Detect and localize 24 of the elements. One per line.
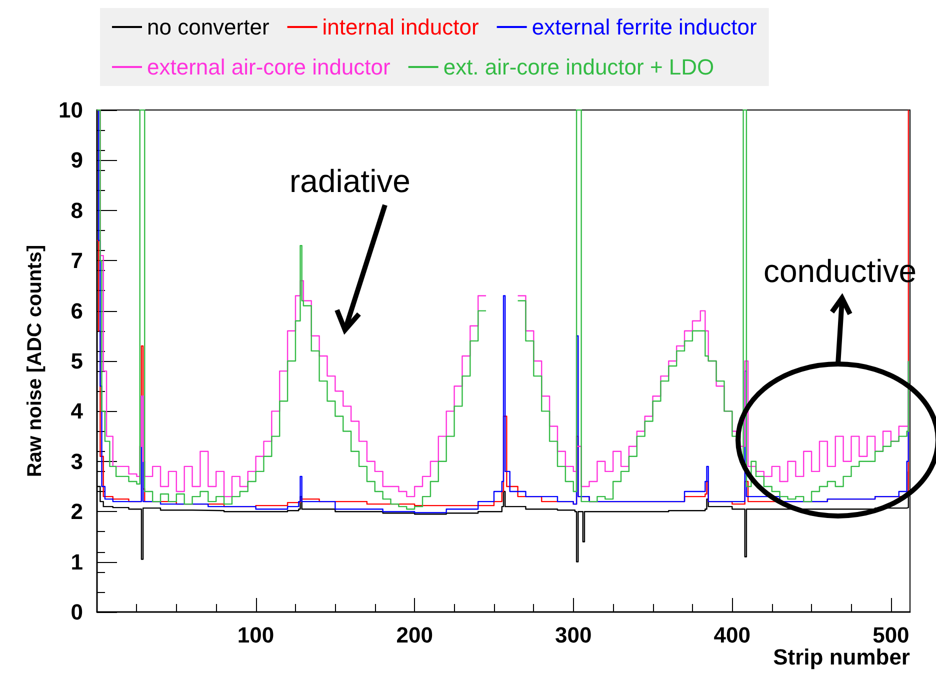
legend-label: external air-core inductor xyxy=(147,54,390,80)
y-tick-label: 3 xyxy=(70,448,83,474)
x-tick-label: 100 xyxy=(237,622,274,648)
x-tick-label: 500 xyxy=(872,622,910,648)
x-tick-label: 400 xyxy=(714,622,751,648)
y-tick-label: 8 xyxy=(70,198,83,223)
annotation: radiative xyxy=(290,163,410,199)
y-tick-label: 9 xyxy=(70,148,83,173)
y-tick-label: 1 xyxy=(70,549,83,574)
y-tick-label: 6 xyxy=(70,298,83,324)
y-tick-label: 2 xyxy=(70,499,83,524)
x-axis-title: Strip number xyxy=(773,644,910,670)
x-tick-label: 200 xyxy=(396,622,433,648)
legend-label: ext. air-core inductor + LDO xyxy=(443,54,714,80)
y-tick-label: 7 xyxy=(70,248,83,274)
y-tick-label: 10 xyxy=(58,98,83,122)
y-tick-label: 4 xyxy=(70,398,84,424)
y-axis-title: Raw noise [ADC counts] xyxy=(24,244,46,478)
legend-label: external ferrite inductor xyxy=(532,14,757,40)
legend-label: internal inductor xyxy=(322,14,479,40)
y-tick-label: 5 xyxy=(70,348,83,374)
legend-label: no converter xyxy=(147,14,270,40)
y-tick-label: 0 xyxy=(70,600,83,624)
x-tick-label: 300 xyxy=(555,622,592,648)
